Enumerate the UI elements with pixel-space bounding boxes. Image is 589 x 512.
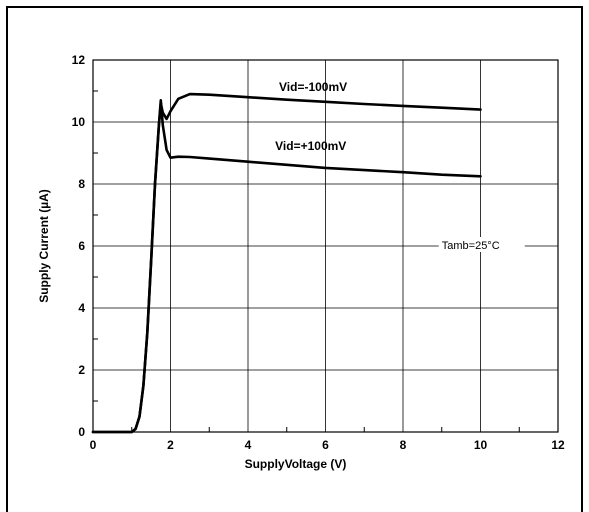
series — [91, 92, 482, 434]
x-tick-label: 8 — [400, 438, 407, 452]
y-tick-label: 2 — [78, 363, 85, 377]
x-tick-label: 0 — [90, 438, 97, 452]
y-tick-label: 4 — [78, 301, 85, 315]
temperature-label: Tamb=25°C — [442, 240, 500, 252]
x-tick-label: 10 — [474, 438, 488, 452]
x-tick-label: 4 — [245, 438, 252, 452]
x-tick-label: 2 — [167, 438, 174, 452]
x-axis-title: SupplyVoltage (V) — [245, 457, 347, 471]
figure-frame — [6, 6, 583, 512]
y-tick-label: 0 — [78, 425, 85, 439]
y-tick-label: 6 — [78, 239, 85, 253]
temp-label-background — [438, 237, 525, 252]
series-annotation: Vid=-100mV — [279, 80, 347, 94]
y-tick-label: 12 — [72, 53, 86, 67]
ticks: 0 2 4 6 8 10 12 0 2 4 6 8 10 12 — [72, 53, 565, 452]
y-tick-label: 10 — [72, 115, 86, 129]
series-line-2 — [91, 99, 482, 434]
x-tick-label: 6 — [322, 438, 329, 452]
y-axis-title: Supply Current (µA) — [37, 189, 51, 303]
y-tick-label: 8 — [78, 177, 85, 191]
series-annotation: Vid=+100mV — [275, 139, 346, 153]
annotations: Vid=-100mV Vid=+100mV Tamb=25°C — [275, 80, 525, 252]
plot-border — [92, 59, 559, 433]
x-tick-label: 12 — [551, 438, 565, 452]
